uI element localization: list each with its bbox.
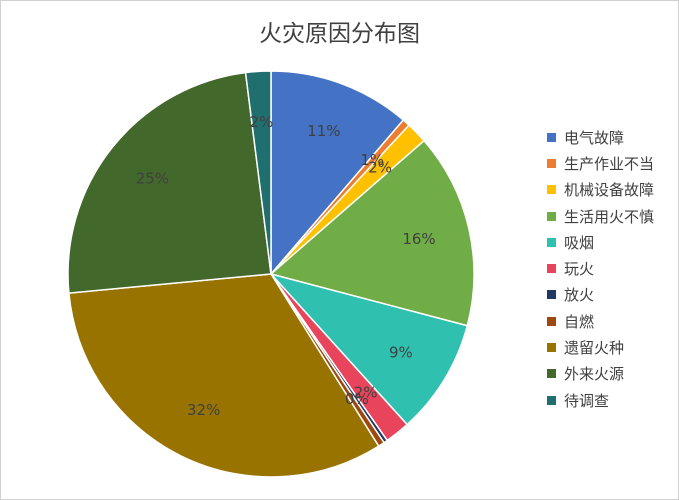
pie-slice-1 — [270, 70, 405, 277]
chart-title: 火灾原因分布图 — [259, 21, 420, 47]
legend-item-1: 电气故障 — [547, 124, 654, 150]
legend-swatch — [547, 185, 556, 195]
legend-swatch — [547, 369, 556, 379]
pie-data-label-3: 2% — [368, 159, 392, 177]
pie-data-label-2: 1% — [360, 151, 384, 169]
legend-label: 自燃 — [564, 312, 595, 331]
legend-label: 生产作业不当 — [564, 154, 655, 173]
legend-swatch — [547, 132, 556, 142]
legend-item-9: 遗留火种 — [547, 334, 654, 360]
pie-data-label-5: 9% — [389, 344, 413, 362]
legend-label: 外来火源 — [564, 365, 625, 384]
legend-item-5: 吸烟 — [547, 229, 654, 255]
legend-label: 玩火 — [564, 260, 595, 279]
pie-data-label-6: 2% — [354, 383, 378, 401]
pie-slice-5 — [268, 272, 469, 426]
legend-swatch — [547, 237, 556, 247]
legend-item-4: 生活用火不慎 — [547, 203, 654, 229]
pie-data-label-1: 11% — [307, 122, 340, 140]
pie-slice-4 — [269, 139, 475, 327]
legend-label: 放火 — [564, 286, 595, 305]
pie-data-label-4: 16% — [402, 230, 435, 248]
legend-label: 待调查 — [564, 391, 610, 410]
pie-data-label-10: 25% — [136, 169, 169, 187]
pie-slice-9 — [68, 273, 380, 478]
legend-item-8: 自燃 — [547, 308, 654, 334]
legend-item-6: 玩火 — [547, 255, 654, 281]
legend-item-11: 待调查 — [547, 387, 654, 413]
legend-label: 机械设备故障 — [564, 181, 655, 200]
legend-swatch — [547, 264, 556, 274]
legend-label: 生活用火不慎 — [564, 207, 655, 226]
pie-data-label-9: 32% — [187, 401, 220, 419]
legend-label: 吸烟 — [564, 233, 595, 252]
pie-slice-11 — [244, 70, 272, 275]
pie-data-label-11: 2% — [250, 113, 274, 131]
legend-item-7: 放火 — [547, 282, 654, 308]
legend-swatch — [547, 290, 556, 300]
pie-data-label-7: 0% — [345, 390, 369, 408]
legend-item-3: 机械设备故障 — [547, 177, 654, 203]
legend-swatch — [547, 316, 556, 326]
legend-swatch — [547, 158, 556, 168]
legend-label: 电气故障 — [564, 128, 625, 147]
legend-item-10: 外来火源 — [547, 361, 654, 387]
legend: 电气故障生产作业不当 机械设备故障 生活用火不慎 吸烟玩火放火自燃遗留火种外来火源待调… — [547, 124, 654, 413]
legend-swatch — [547, 343, 556, 353]
legend-swatch — [547, 211, 556, 221]
legend-item-2: 生产作业不当 — [547, 150, 654, 176]
pie-slice-10 — [67, 71, 272, 294]
legend-swatch — [547, 395, 556, 405]
legend-label: 遗留火种 — [564, 339, 625, 358]
